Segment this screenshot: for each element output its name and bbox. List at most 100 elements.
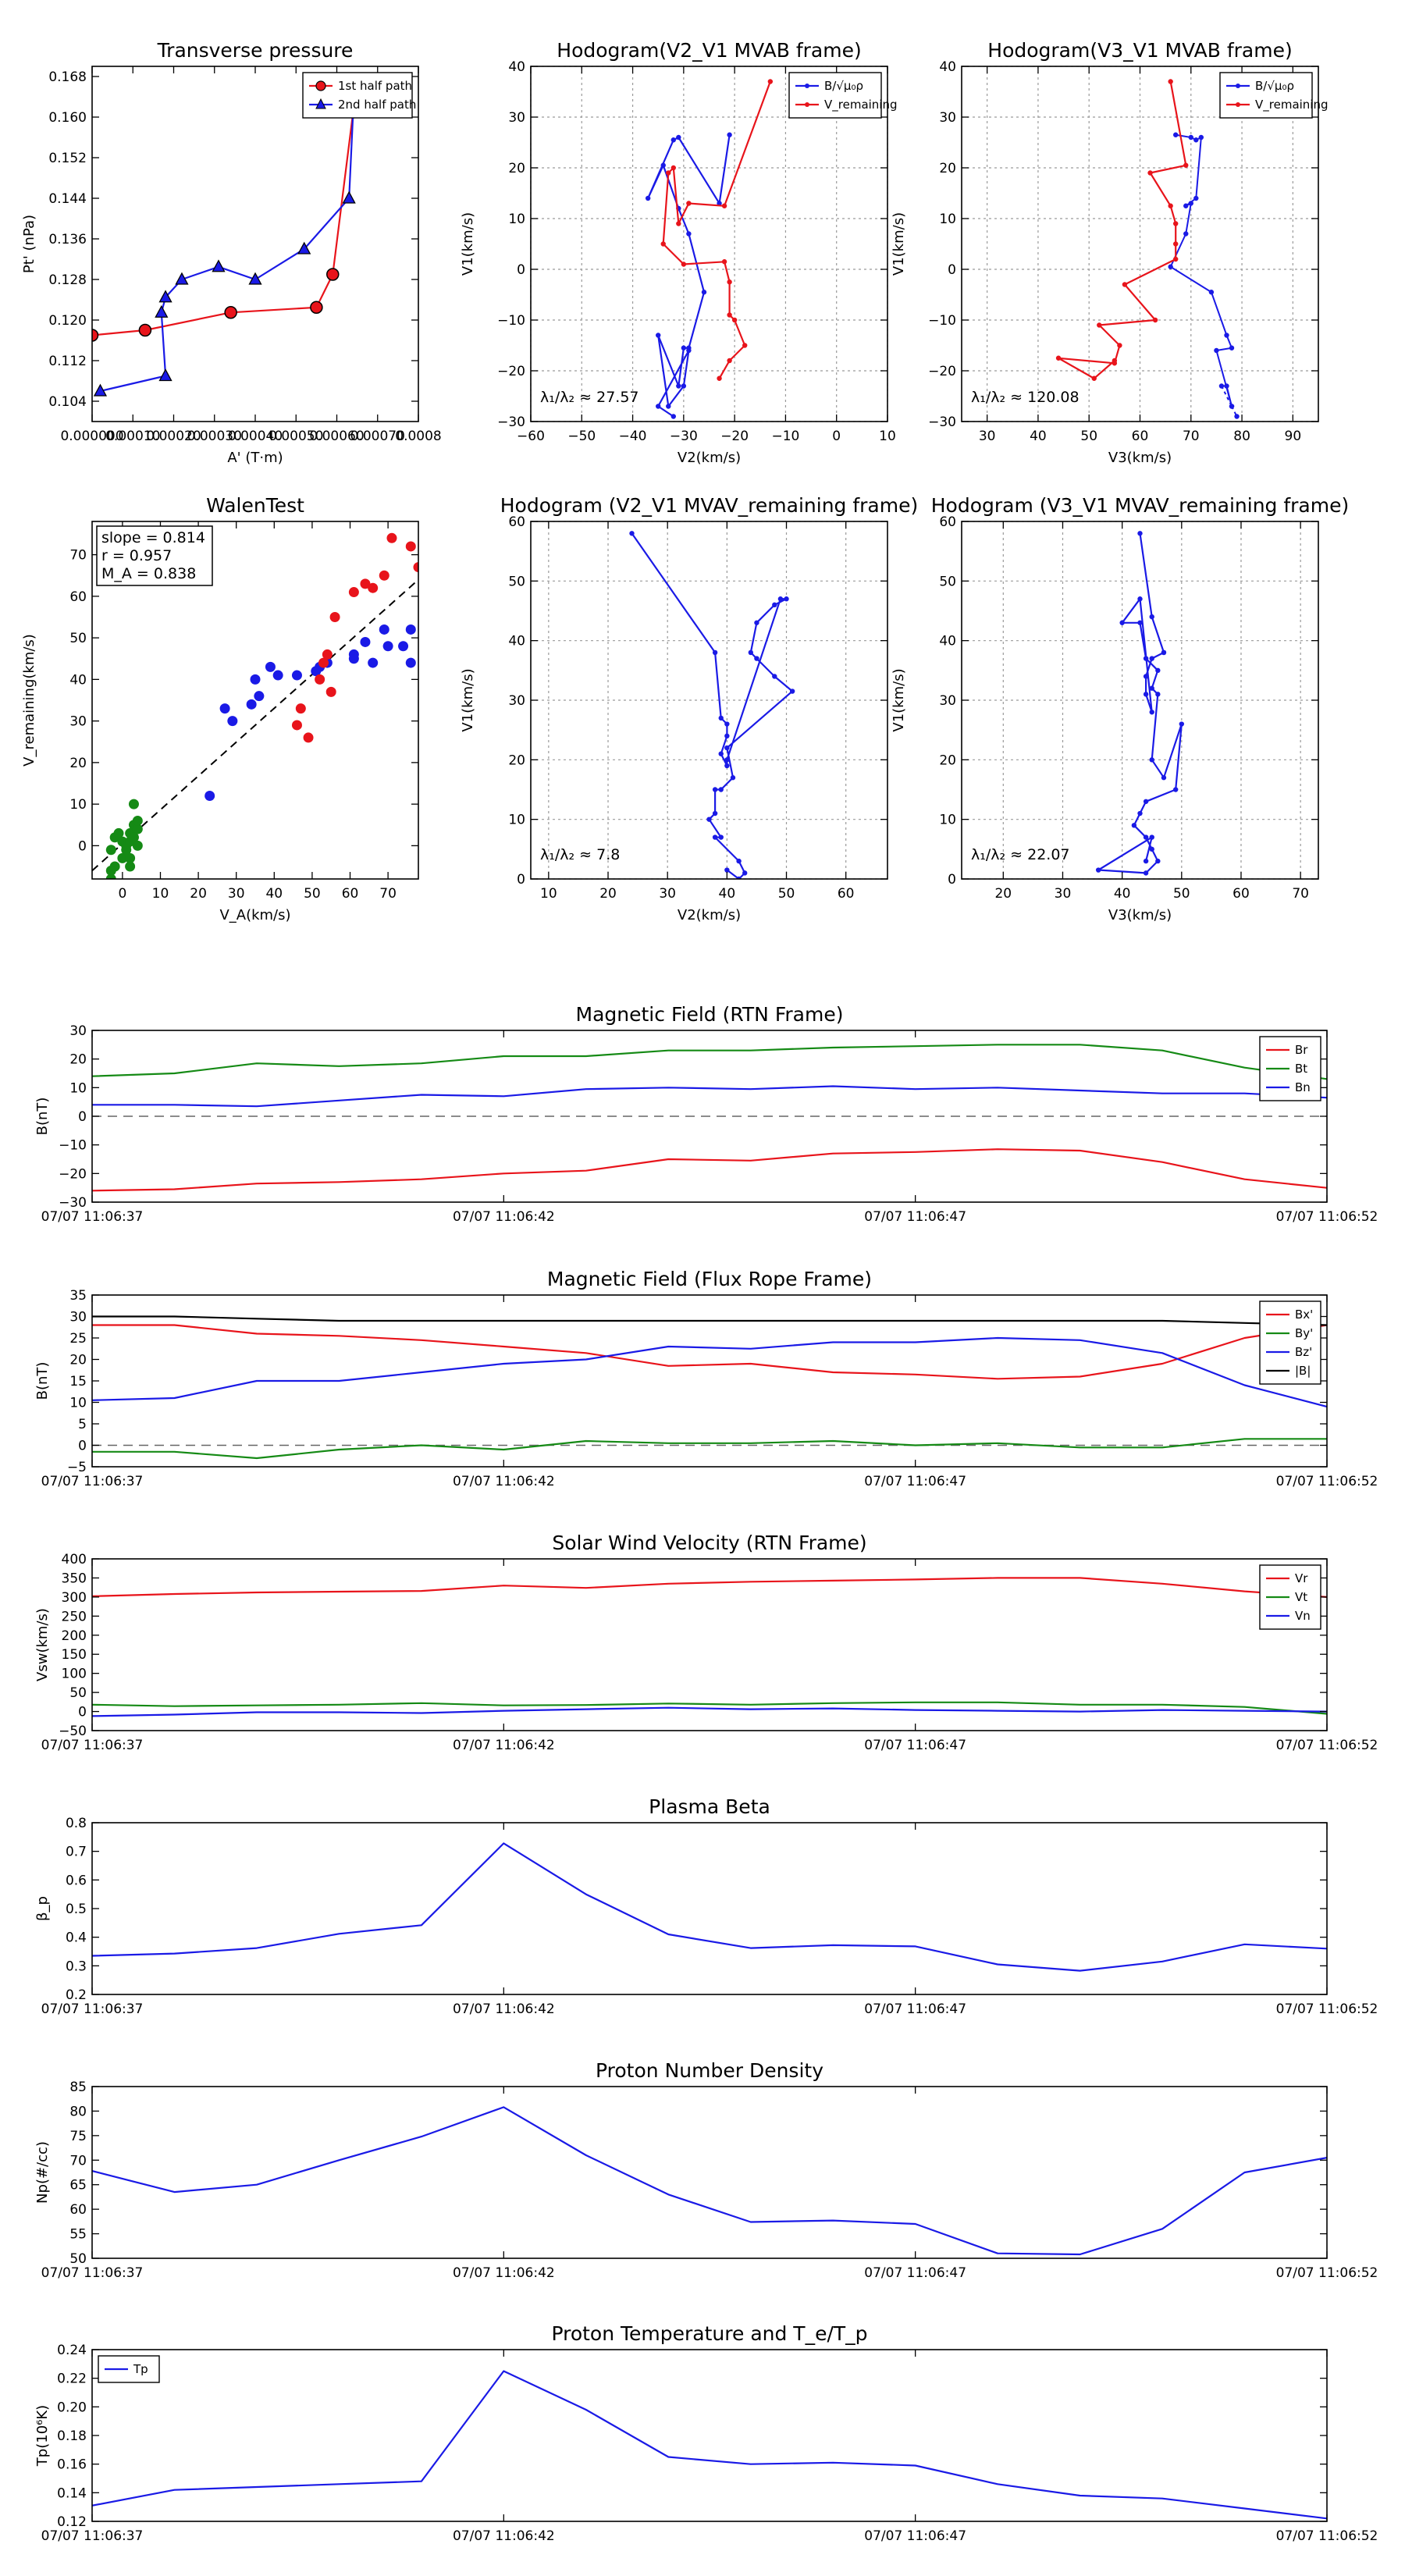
chart-hod3: Hodogram (V2_V1 MVAV_remaining frame) 10 2… bbox=[460, 494, 918, 923]
x-tick-label: 70 bbox=[1183, 429, 1200, 444]
legend-marker bbox=[1236, 84, 1240, 88]
data-point bbox=[113, 827, 124, 838]
data-point bbox=[686, 201, 692, 206]
data-point bbox=[105, 865, 116, 876]
x-tick-label: 07/07 11:06:42 bbox=[453, 2001, 555, 2017]
chart-title: Magnetic Field (Flux Rope Frame) bbox=[547, 1268, 872, 1290]
chart-ts3: Solar Wind Velocity (RTN Frame) 07/07 11:… bbox=[34, 1532, 1378, 1753]
y-tick-label: 60 bbox=[69, 589, 87, 605]
x-tick-label: 0.0008 bbox=[395, 429, 441, 444]
data-point bbox=[748, 649, 754, 656]
x-tick-label: 07/07 11:06:37 bbox=[41, 2265, 144, 2281]
chart-walen: WalenTest 0 10 20 30 40 50 60 70 0 10 20 30 40 50 60 70 V… bbox=[21, 494, 419, 923]
y-tick-label: 350 bbox=[62, 1571, 87, 1586]
plot-frame bbox=[91, 521, 419, 880]
data-point bbox=[250, 674, 261, 685]
x-tick-label: 30 bbox=[979, 429, 996, 444]
y-tick-label: −30 bbox=[497, 415, 525, 430]
legend-label: V_remaining bbox=[824, 98, 898, 112]
legend-label: Tp bbox=[133, 2362, 148, 2376]
y-tick-label: 50 bbox=[69, 2251, 87, 2267]
x-tick-label: 10 bbox=[879, 429, 896, 444]
x-tick-label: 0.00020 bbox=[146, 429, 201, 444]
data-point bbox=[1143, 834, 1149, 840]
data-point bbox=[1122, 282, 1128, 287]
data-point bbox=[784, 596, 789, 602]
y-axis-label: Np(#/cc) bbox=[34, 2141, 51, 2204]
data-point bbox=[254, 691, 265, 702]
legend-label: Br bbox=[1295, 1043, 1308, 1057]
legend-marker bbox=[1236, 102, 1240, 107]
data-point bbox=[1161, 775, 1167, 781]
data-point bbox=[121, 845, 132, 856]
data-point bbox=[1137, 620, 1143, 625]
y-tick-label: 50 bbox=[69, 631, 87, 646]
data-point bbox=[310, 301, 323, 314]
legend: Vr Vt Vn bbox=[1259, 1564, 1321, 1630]
series-segment bbox=[1216, 347, 1232, 351]
data-point bbox=[155, 304, 169, 318]
chart-ts4: Plasma Beta 07/07 11:06:37 07/07 11:06:42 0… bbox=[34, 1795, 1378, 2017]
data-point bbox=[1218, 383, 1225, 389]
data-point bbox=[360, 636, 371, 647]
y-tick-label: 40 bbox=[508, 59, 525, 75]
y-tick-label: 20 bbox=[69, 1052, 87, 1068]
legend-marker bbox=[805, 102, 809, 107]
plot-frame bbox=[91, 2349, 1328, 2522]
legend-label: Bn bbox=[1295, 1080, 1311, 1094]
data-point bbox=[656, 404, 661, 409]
y-tick-label: 50 bbox=[69, 1685, 87, 1701]
data-point bbox=[742, 870, 748, 876]
x-axis-label: V3(km/s) bbox=[1108, 450, 1172, 466]
legend-label: Bx' bbox=[1295, 1308, 1313, 1322]
y-tick-label: 30 bbox=[508, 110, 525, 126]
data-point bbox=[712, 787, 718, 792]
data-point bbox=[93, 383, 108, 397]
data-point bbox=[660, 241, 666, 247]
plot-area bbox=[92, 105, 360, 397]
plot-area bbox=[1095, 531, 1185, 876]
legend-label: |B| bbox=[1295, 1364, 1311, 1378]
data-point bbox=[125, 852, 136, 863]
x-tick-label: 0 bbox=[118, 886, 126, 902]
plot-area bbox=[92, 1044, 1327, 1192]
stat-r: r = 0.957 bbox=[101, 547, 172, 564]
stats-box bbox=[96, 525, 213, 586]
data-point bbox=[158, 290, 173, 303]
x-axis-label: A' (T·m) bbox=[227, 450, 283, 466]
x-tick-label: −30 bbox=[670, 429, 698, 444]
legend-marker bbox=[805, 84, 809, 88]
plot-area bbox=[645, 79, 774, 419]
data-point bbox=[767, 79, 774, 84]
data-point bbox=[1168, 264, 1173, 269]
data-point bbox=[326, 268, 340, 281]
data-point bbox=[777, 596, 784, 602]
data-point bbox=[1117, 343, 1122, 348]
series-line-bt bbox=[92, 1044, 1327, 1080]
data-point bbox=[724, 745, 730, 751]
y-tick-label: 55 bbox=[69, 2227, 87, 2243]
plot-frame bbox=[530, 66, 888, 422]
y-tick-label: 0.8 bbox=[66, 1816, 87, 1831]
data-point bbox=[1214, 347, 1219, 354]
series-line-path bbox=[631, 532, 794, 879]
x-axis-label: V3(km/s) bbox=[1108, 907, 1172, 923]
plot-frame bbox=[91, 1822, 1328, 1995]
series-line-v-remaining bbox=[1057, 81, 1187, 379]
y-tick-label: 25 bbox=[69, 1331, 87, 1347]
series-segment bbox=[1195, 137, 1202, 199]
legend-label: Bt bbox=[1295, 1062, 1307, 1076]
legend-label: Vr bbox=[1295, 1571, 1308, 1585]
series-line-b- bbox=[647, 134, 731, 418]
chart-title: Plasma Beta bbox=[649, 1795, 770, 1818]
y-tick-label: 70 bbox=[69, 548, 87, 564]
x-tick-label: 20 bbox=[190, 886, 207, 902]
x-tick-label: 0.00040 bbox=[228, 429, 283, 444]
data-point bbox=[1143, 858, 1149, 864]
data-point bbox=[724, 757, 730, 763]
legend: B/√μ₀ρ V_remaining bbox=[788, 72, 898, 119]
data-point bbox=[291, 720, 302, 731]
y-tick-label: 30 bbox=[939, 693, 956, 709]
data-point bbox=[398, 641, 409, 652]
y-axis-label: V1(km/s) bbox=[460, 668, 476, 731]
